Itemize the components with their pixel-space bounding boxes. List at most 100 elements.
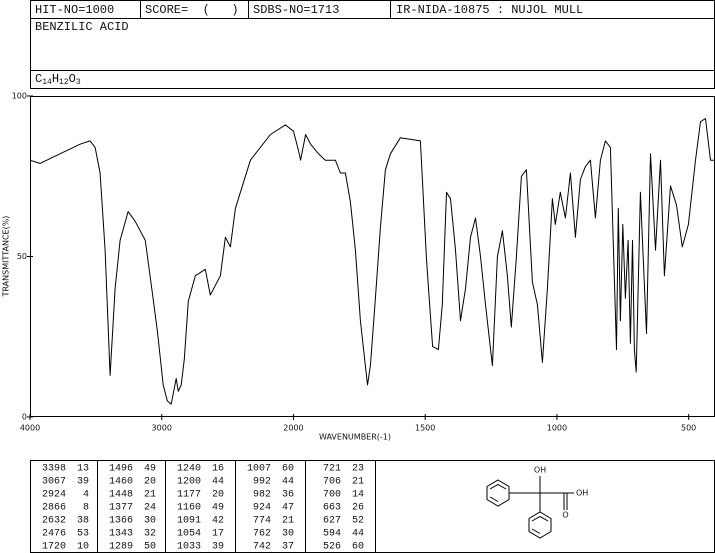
ring-bond <box>531 528 541 534</box>
peak-transmittance: 26 <box>352 503 364 514</box>
phenyl-ring <box>528 511 552 539</box>
peak-transmittance: 21 <box>144 490 156 501</box>
peak-wavenumber: 992 <box>253 477 271 488</box>
peak-wavenumber: 1177 <box>177 490 201 501</box>
peak-wavenumber: 594 <box>323 529 341 540</box>
peak-transmittance: 49 <box>144 464 156 475</box>
peak-transmittance: 10 <box>77 542 89 553</box>
peak-transmittance: 24 <box>144 503 156 514</box>
peak-wavenumber: 721 <box>323 464 341 475</box>
peak-wavenumber: 1289 <box>109 542 133 553</box>
ring-bond <box>489 483 507 490</box>
peak-transmittance: 30 <box>144 516 156 527</box>
formula-element: O <box>69 72 76 86</box>
peak-transmittance: 17 <box>212 529 224 540</box>
peak-wavenumber: 663 <box>323 503 341 514</box>
peak-wavenumber: 1160 <box>177 503 201 514</box>
peak-transmittance: 16 <box>212 464 224 475</box>
method: IR-NIDA-10875 : NUJOL MULL <box>396 3 583 17</box>
peak-wavenumber: 2476 <box>42 529 66 540</box>
peak-wavenumber: 1448 <box>109 490 133 501</box>
formula-element: C <box>35 72 42 86</box>
spectrum-line <box>29 118 715 405</box>
header-box <box>30 0 715 89</box>
formula-subscript: 14 <box>42 78 52 87</box>
x-tick-label: 2000 <box>283 424 303 433</box>
peak-wavenumber: 526 <box>323 542 341 553</box>
formula-subscript: 3 <box>76 78 81 87</box>
y-tick-label: 50 <box>17 252 27 261</box>
peak-transmittance: 32 <box>144 529 156 540</box>
peak-transmittance: 47 <box>282 503 294 514</box>
peak-wavenumber: 1496 <box>109 464 133 475</box>
phenyl-ring <box>486 479 510 507</box>
ring-bond <box>489 496 499 502</box>
atom-label: OH <box>576 489 588 498</box>
compound-name: BENZILIC ACID <box>35 20 129 34</box>
peak-transmittance: 42 <box>212 516 224 527</box>
peak-transmittance: 21 <box>352 477 364 488</box>
peak-transmittance: 44 <box>352 529 364 540</box>
peak-wavenumber: 1460 <box>109 477 133 488</box>
peak-transmittance: 44 <box>282 477 294 488</box>
peak-wavenumber: 924 <box>253 503 271 514</box>
x-tick-label: 1000 <box>547 424 567 433</box>
peak-transmittance: 44 <box>212 477 224 488</box>
peak-wavenumber: 762 <box>253 529 271 540</box>
x-tick-label: 500 <box>681 424 696 433</box>
y-tick-label: 100 <box>12 92 27 101</box>
formula: C14H12O3 <box>35 72 81 87</box>
peak-wavenumber: 1720 <box>42 542 66 553</box>
x-tick-label: 3000 <box>152 424 172 433</box>
sdbs-no: SDBS-NO=1713 <box>253 3 339 17</box>
peak-wavenumber: 700 <box>323 490 341 501</box>
peak-transmittance: 49 <box>212 503 224 514</box>
peak-wavenumber: 1033 <box>177 542 201 553</box>
atom-label: OH <box>534 466 546 475</box>
peak-wavenumber: 742 <box>253 542 271 553</box>
peak-transmittance: 14 <box>352 490 364 501</box>
peak-wavenumber: 627 <box>323 516 341 527</box>
peak-wavenumber: 1200 <box>177 477 201 488</box>
peak-transmittance: 36 <box>282 490 294 501</box>
peak-transmittance: 8 <box>83 503 89 514</box>
x-tick-label: 1500 <box>415 424 435 433</box>
peak-transmittance: 39 <box>212 542 224 553</box>
peak-transmittance: 23 <box>352 464 364 475</box>
peak-wavenumber: 3398 <box>42 464 66 475</box>
peak-wavenumber: 2866 <box>42 503 66 514</box>
score: SCORE= ( ) <box>145 3 239 17</box>
atom-label: O <box>562 511 568 520</box>
peak-wavenumber: 706 <box>323 477 341 488</box>
peak-wavenumber: 2924 <box>42 490 66 501</box>
peak-wavenumber: 1054 <box>177 529 201 540</box>
peak-transmittance: 30 <box>282 529 294 540</box>
structure <box>486 476 574 539</box>
peak-transmittance: 38 <box>77 516 89 527</box>
peak-transmittance: 13 <box>77 464 89 475</box>
peak-transmittance: 21 <box>282 516 294 527</box>
peak-table-box <box>30 460 715 553</box>
peak-wavenumber: 1366 <box>109 516 133 527</box>
peak-transmittance: 39 <box>77 477 89 488</box>
peak-wavenumber: 774 <box>253 516 271 527</box>
peak-wavenumber: 1007 <box>247 464 271 475</box>
peak-wavenumber: 3067 <box>42 477 66 488</box>
formula-element: H <box>52 72 59 86</box>
peak-wavenumber: 1377 <box>109 503 133 514</box>
peak-transmittance: 37 <box>282 542 294 553</box>
peak-transmittance: 52 <box>352 516 364 527</box>
peak-transmittance: 60 <box>282 464 294 475</box>
hit-no: HIT-NO=1000 <box>35 3 114 17</box>
peak-wavenumber: 1343 <box>109 529 133 540</box>
peak-wavenumber: 2632 <box>42 516 66 527</box>
peak-transmittance: 53 <box>77 529 89 540</box>
peak-wavenumber: 1240 <box>177 464 201 475</box>
peak-transmittance: 4 <box>83 490 89 501</box>
peak-transmittance: 50 <box>144 542 156 553</box>
peak-transmittance: 60 <box>352 542 364 553</box>
peak-transmittance: 20 <box>212 490 224 501</box>
peak-wavenumber: 1091 <box>177 516 201 527</box>
y-tick-label: 0 <box>22 413 27 422</box>
